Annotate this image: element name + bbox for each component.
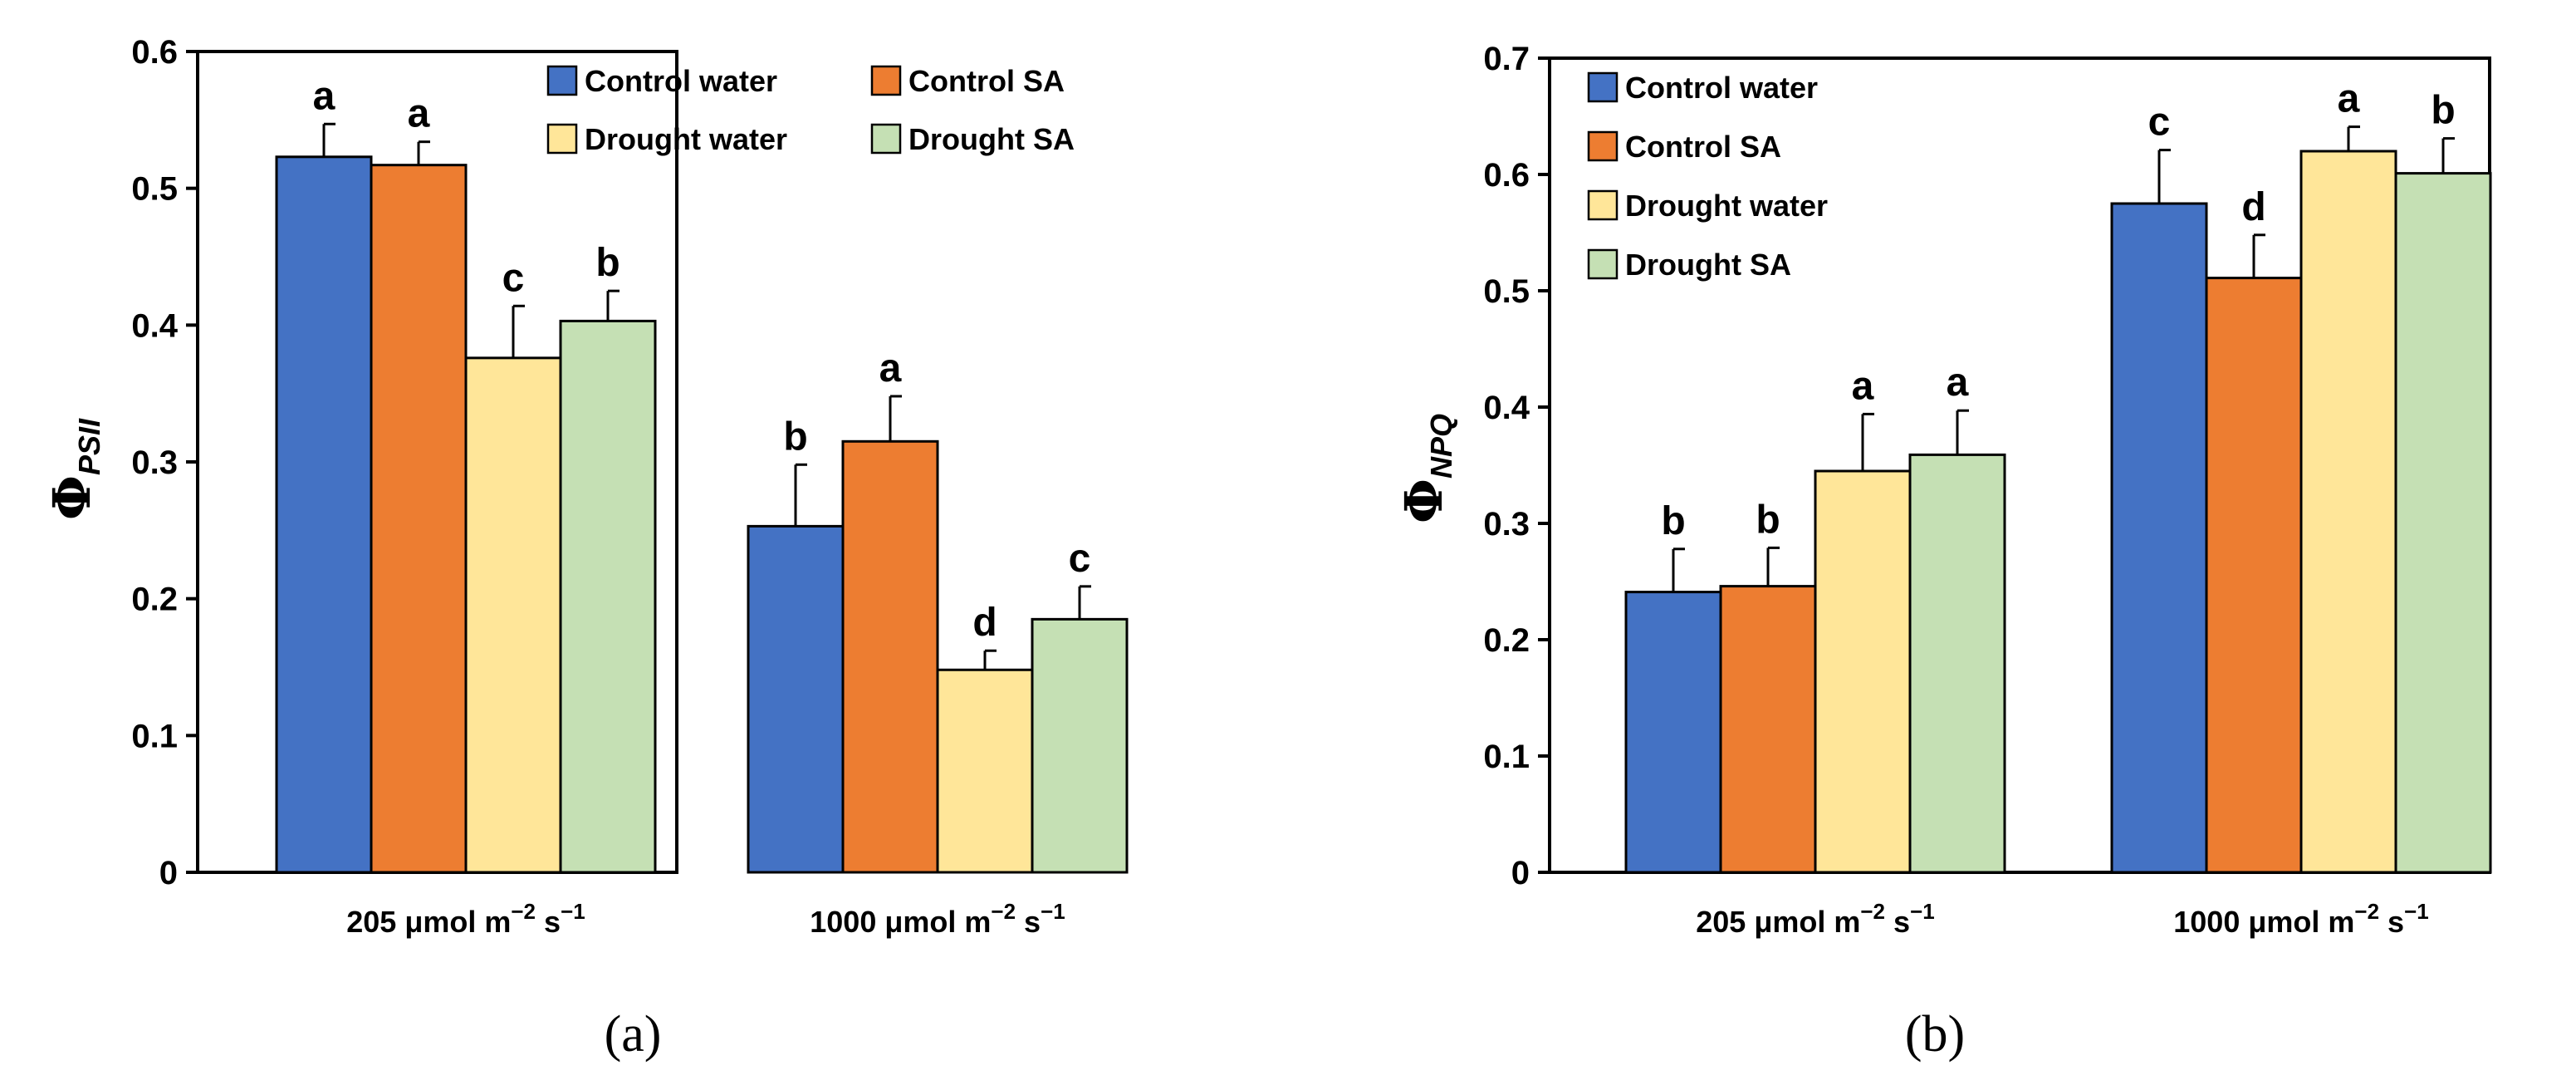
y-tick-label: 0.3 [1483,506,1530,542]
legend-swatch [546,123,578,155]
unit-exponent: −1 [1041,899,1065,924]
y-tick-label: 0.4 [1483,390,1530,426]
legend-label: Drought water [585,122,787,156]
x-category-label: 1000 μmol m−2 s−1 [810,899,1065,939]
bar [464,356,562,874]
unit-text: s [1885,905,1910,939]
bar [275,155,373,874]
significance-letter: a [408,92,430,136]
unit-text: s [2379,905,2404,939]
unit-exponent: −2 [2354,899,2379,924]
bar [747,524,845,874]
bar [2299,150,2397,874]
y-tick-label: 0.7 [1483,41,1530,77]
legend-swatch [1587,189,1619,221]
significance-letter: b [1756,498,1780,542]
y-tick-label: 0.5 [131,171,178,208]
bar [1814,469,1912,874]
bar [1031,617,1129,874]
significance-letter: a [2338,77,2360,121]
significance-letter: d [972,601,997,645]
unit-exponent: −1 [1910,899,1935,924]
legend-swatch [1587,71,1619,103]
legend-label: Control water [1625,71,1818,105]
bar [936,668,1034,874]
x-category-label: 205 μmol m−2 s−1 [1696,899,1934,939]
bar [2394,172,2492,874]
unit-text: s [536,905,561,939]
y-tick-label: 0.2 [131,582,178,618]
bar [2110,202,2208,874]
panel-b-chart: 0 0.1 0.2 0.3 0.4 0.5 0.6 0.7 ΦNPQ b b a a 205 μmol m… [1393,41,2492,1063]
legend-label: Drought SA [908,122,1075,156]
panel-label: (a) [605,1006,662,1063]
bar [1908,453,2006,874]
bar [370,164,468,874]
significance-letter: b [595,241,620,285]
y-tick-label: 0.1 [1483,739,1530,775]
legend-swatch [546,65,578,96]
bar [841,439,939,874]
unit-exponent: −2 [511,899,536,924]
significance-letter: b [783,415,807,459]
bar [559,319,657,874]
y-tick-label: 0.6 [131,34,178,71]
y-tick-label: 0.3 [131,444,178,481]
unit-exponent: −2 [991,899,1016,924]
legend-swatch [1587,248,1619,280]
y-tick-label: 0 [159,855,178,891]
legend-label: Control water [585,64,777,98]
unit-exponent: −1 [2404,899,2429,924]
unit-text: s [1016,905,1041,939]
y-axis-label-subscript: NPQ [1424,414,1458,479]
y-tick-label: 0.4 [131,307,178,344]
bar [1719,585,1817,874]
y-tick-label: 0.2 [1483,622,1530,659]
significance-letter: a [1947,361,1969,405]
legend-swatch [870,123,902,155]
unit-exponent: −2 [1860,899,1885,924]
x-category-label: 1000 μmol m−2 s−1 [2173,899,2428,939]
y-tick-label: 0.1 [131,718,178,754]
y-tick-label: 0.6 [1483,157,1530,194]
y-tick-label: 0 [1511,855,1530,891]
significance-letter: a [879,346,902,390]
significance-letter: c [502,256,525,300]
legend-label: Drought SA [1625,248,1791,282]
y-axis-label: ΦNPQ [1393,414,1458,523]
significance-letter: b [2431,89,2455,133]
significance-letter: a [1852,364,1874,408]
legend-swatch [870,65,902,96]
legend-label: Control SA [908,64,1065,98]
legend-label: Drought water [1625,189,1828,223]
y-axis-label: ΦPSII [42,418,106,520]
bar [1624,591,1722,874]
significance-letter: d [2241,185,2265,229]
significance-letter: c [2148,101,2171,145]
bar [2205,277,2303,874]
y-tick-label: 0.5 [1483,273,1530,310]
unit-exponent: −1 [561,899,585,924]
significance-letter: c [1069,537,1091,581]
legend-label: Control SA [1625,130,1781,164]
panel-label: (b) [1905,1006,1965,1063]
significance-letter: b [1661,499,1685,543]
panel-a-chart: 0 0.1 0.2 0.3 0.4 0.5 0.6 ΦPSII a a c b 205 μmol m−2… [42,34,1129,1063]
y-axis-label-subscript: PSII [72,418,106,475]
legend-swatch [1587,130,1619,162]
significance-letter: a [313,74,335,118]
x-category-label: 205 μmol m−2 s−1 [346,899,585,939]
